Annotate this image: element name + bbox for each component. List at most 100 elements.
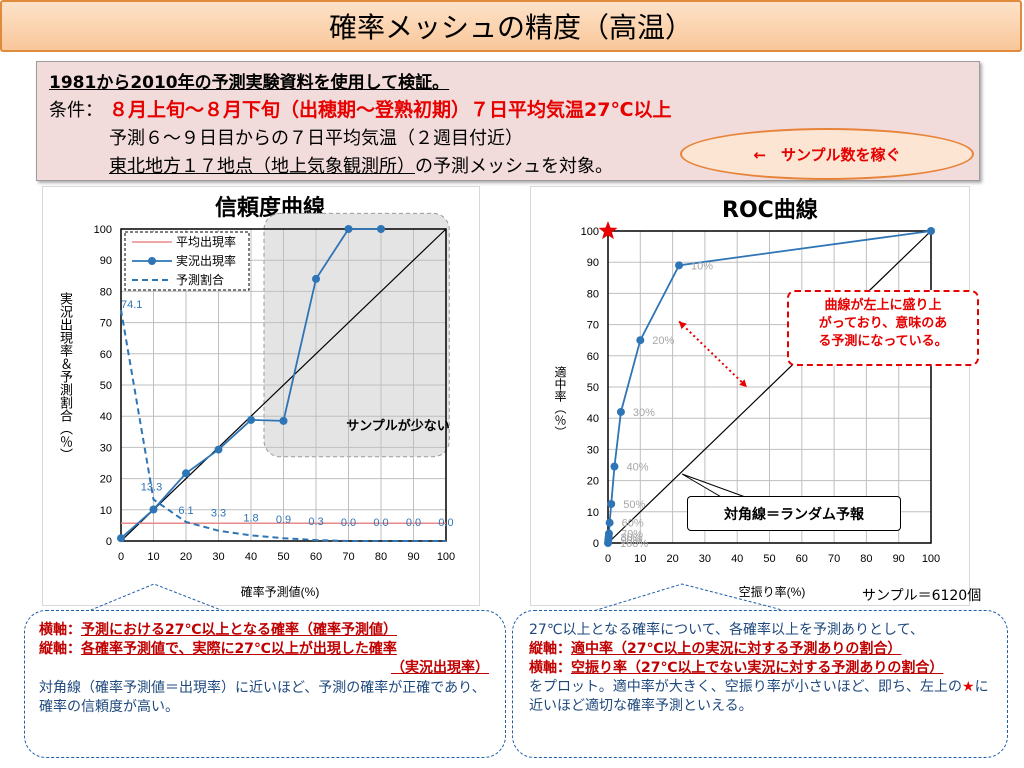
target-area-text: 東北地方１７地点（地上気象観測所）の予測メッシュを対象。: [109, 152, 613, 178]
sample-count: サンプル＝6120個: [862, 588, 982, 604]
roc-y-tick-label: 60: [587, 351, 599, 363]
reliability-y-tick-label: 0: [106, 536, 112, 548]
roc-point: [927, 227, 935, 235]
roc-chart-title: ROC曲線: [722, 198, 818, 223]
roc-threshold-label: 100%: [620, 538, 648, 550]
roc-y-tick-label: 40: [587, 413, 599, 425]
roc-x-tick-label: 20: [666, 553, 678, 565]
left-h-text: 予測における27℃以上となる確率（確率予測値）: [81, 622, 398, 638]
reliability-x-tick-label: 80: [375, 551, 387, 563]
diag-callout-text: 対角線＝ランダム予報: [724, 506, 864, 523]
roc-callout-line-1: 曲線が左上に盛り上: [824, 298, 942, 313]
right-explanation-box: 27℃以上となる確率について、各確率以上を予測ありとして、 縦軸：適中率（27℃…: [512, 610, 1008, 758]
forecast-ratio-data-label: 1.8: [243, 512, 258, 524]
legend-label: 平均出現率: [176, 234, 236, 249]
roc-y-tick-label: 90: [587, 257, 599, 269]
roc-x-tick-label: 100: [922, 553, 940, 565]
low-sample-region: [263, 212, 450, 458]
condition-label: 条件：: [49, 100, 103, 121]
page-title-bar: 確率メッシュの精度（高温）: [0, 0, 1022, 52]
legend-label: 予測割合: [176, 272, 224, 287]
observed-rate-point: [312, 274, 320, 283]
forecast-ratio-data-label: 6.1: [178, 505, 193, 517]
roc-chart: 0 10 20 30 40 50 60 70 80 90 100 0 10 20 30 40 50 60 70 80 9…: [581, 221, 940, 599]
reliability-x-tick-label: 0: [118, 551, 124, 563]
sample-note-oval: ← サンプル数を稼ぐ: [680, 128, 974, 180]
forecast-ratio-data-label: 0.0: [438, 517, 453, 529]
reliability-y-tick-label: 50: [100, 380, 112, 392]
roc-panel: [530, 186, 970, 606]
target-stations: 東北地方１７地点（地上気象観測所）: [109, 156, 415, 177]
reliability-plot-border: [120, 228, 447, 542]
forecast-ratio-data-label: 13.3: [141, 482, 162, 494]
roc-y-tick-label: 50: [587, 382, 599, 394]
roc-callout-line-3: る予測になっている。: [818, 334, 948, 349]
roc-x-axis-label: 空振り率(%): [739, 584, 806, 599]
reliability-y-tick-label: 70: [100, 318, 112, 330]
roc-point: [636, 336, 645, 345]
forecast-ratio-line: [120, 309, 446, 542]
roc-y-tick-label: 100: [581, 226, 599, 238]
roc-x-tick-label: 60: [796, 553, 808, 565]
roc-x-tick-label: 80: [860, 553, 872, 565]
left-v-text2: （実況出現率）: [391, 660, 489, 676]
reliability-y-tick-label: 90: [100, 255, 112, 267]
forecast-ratio-data-label: 0.9: [276, 514, 291, 526]
observed-rate-point: [214, 445, 223, 454]
conditions-box: 1981から2010年の予測実験資料を使用して検証。 条件： ８月上旬～８月下旬…: [36, 61, 980, 181]
condition-value: ８月上旬～８月下旬（出穂期～登熟初期）７日平均気温27℃以上: [109, 99, 672, 121]
left-v-label: 縦軸：: [39, 641, 81, 657]
left-h-label: 横軸：: [39, 622, 81, 638]
bulge-arrow-line: [678, 320, 748, 388]
reliability-x-tick-label: 30: [212, 551, 224, 563]
ideal-point-star-icon: [598, 221, 618, 240]
roc-point: [675, 261, 684, 270]
forecast-ratio-data-label: 0.3: [308, 516, 323, 528]
roc-threshold-label: 50%: [623, 499, 645, 511]
sample-note: ← サンプル数を稼ぐ: [753, 145, 901, 164]
roc-threshold-label: 40%: [626, 462, 648, 474]
left-explanation-box: 横軸：予測における27℃以上となる確率（確率予測値） 縦軸：各確率予測値で、実際…: [24, 610, 506, 758]
observed-rate-point: [377, 225, 385, 233]
forecast-ratio-data-label: 0.0: [341, 517, 356, 529]
roc-plot-border: [607, 230, 932, 544]
reliability-y-tick-label: 30: [100, 442, 112, 454]
roc-x-tick-label: 50: [763, 553, 775, 565]
roc-point: [605, 518, 614, 527]
roc-point: [607, 500, 616, 508]
observed-rate-point: [247, 415, 255, 424]
forecast-ratio-data-label: 3.3: [211, 508, 226, 520]
roc-callout-line-2: がっており、意味のあ: [818, 316, 948, 331]
observed-rate-point: [344, 225, 353, 233]
reliability-x-tick-label: 90: [407, 551, 419, 563]
reliability-y-tick-label: 80: [100, 286, 112, 298]
observed-rate-point: [182, 469, 190, 478]
roc-threshold-label: 80%: [621, 532, 643, 544]
reliability-y-tick-label: 60: [100, 349, 112, 361]
left-note-pointer: [86, 583, 226, 612]
roc-x-tick-label: 10: [634, 553, 646, 565]
left-v-text: 各確率予測値で、実際に27℃以上が出現した確率: [81, 641, 397, 657]
roc-y-tick-label: 10: [587, 507, 599, 519]
roc-y-tick-label: 20: [587, 476, 599, 488]
roc-y-tick-label: 70: [587, 320, 599, 332]
right-body-1: をプロット。適中率が大きく、空振り率が小さいほど、即ち、左上の: [529, 679, 963, 695]
bulge-arrow-head-end: [739, 379, 747, 387]
roc-point: [610, 462, 619, 471]
forecast-ratio-data-label: 0.0: [406, 517, 421, 529]
right-intro: 27℃以上となる確率について、各確率以上を予測ありとして、: [529, 622, 924, 638]
reliability-y-axis-label: 実況出現率＆予測割合（％）: [57, 292, 72, 461]
roc-y-axis-label: 適中率（％）: [553, 366, 567, 438]
roc-threshold-label: 30%: [633, 407, 655, 419]
roc-x-tick-label: 40: [731, 553, 743, 565]
roc-y-tick-label: 80: [587, 288, 599, 300]
right-h-label: 横軸：: [529, 660, 571, 676]
roc-threshold-label: 20%: [652, 335, 674, 347]
reliability-x-axis-label: 確率予測値(%): [241, 584, 320, 599]
right-v-label: 縦軸：: [529, 641, 571, 657]
reliability-x-tick-label: 70: [342, 551, 354, 563]
target-rest: の予測メッシュを対象。: [415, 156, 613, 177]
forecast-ratio-data-label: 74.1: [121, 299, 142, 311]
roc-threshold-label: 10%: [691, 260, 713, 272]
reliability-x-tick-label: 10: [147, 551, 159, 563]
